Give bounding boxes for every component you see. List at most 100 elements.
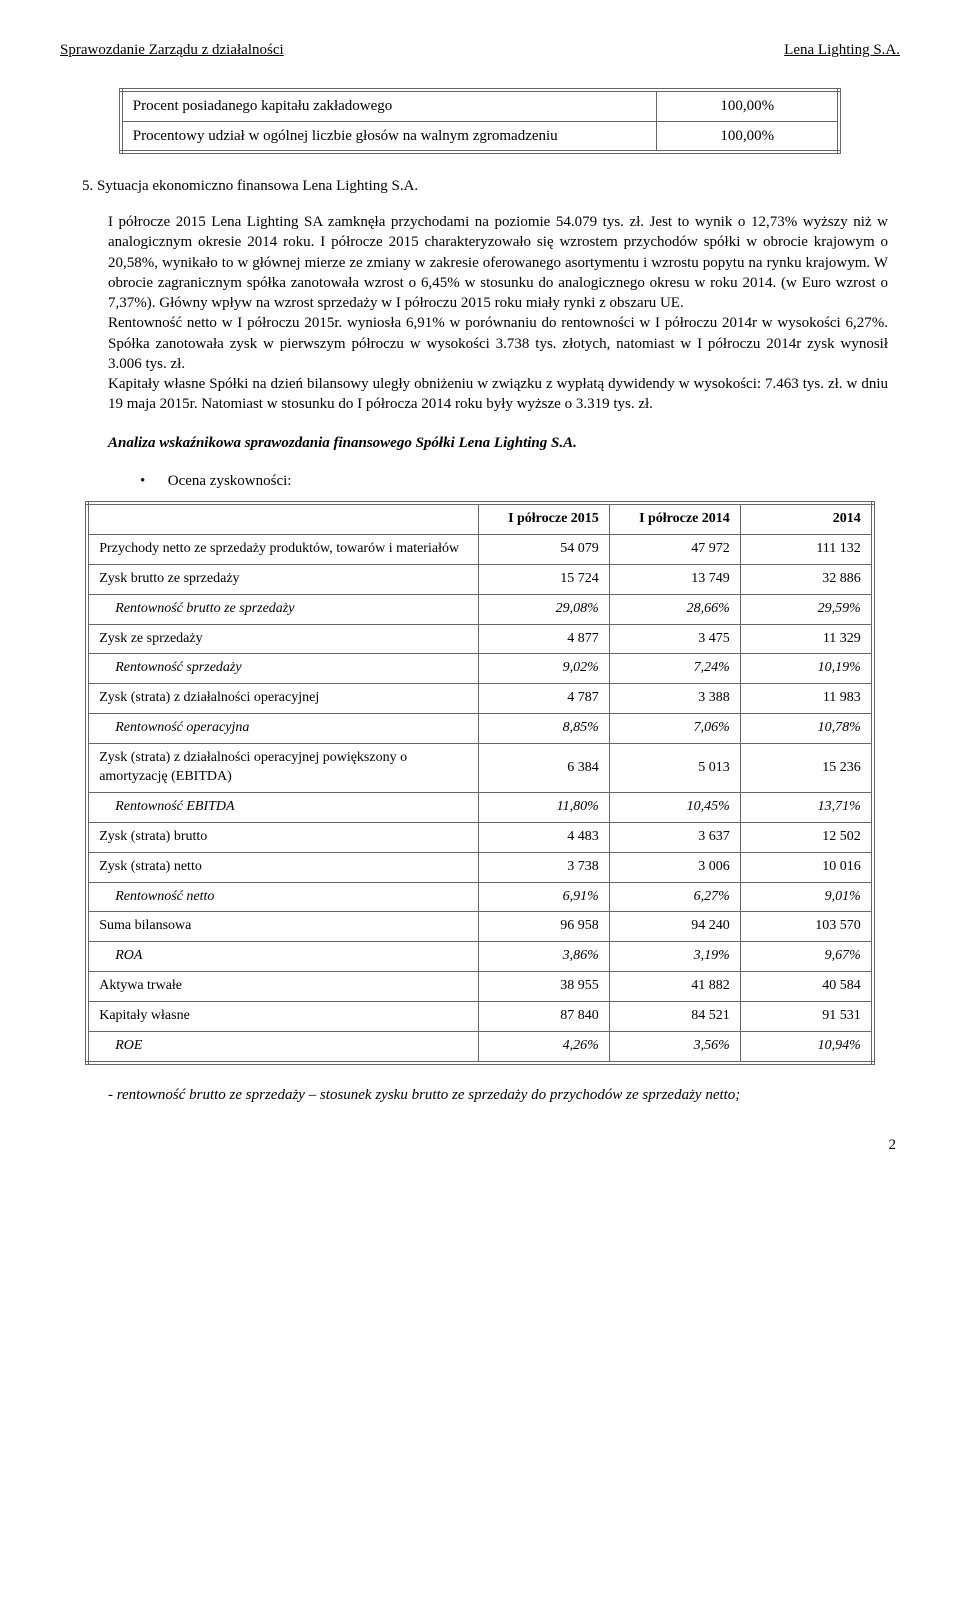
- ownership-label: Procent posiadanego kapitału zakładowego: [121, 90, 657, 121]
- section-5-title: 5. Sytuacja ekonomiczno finansowa Lena L…: [82, 176, 900, 196]
- row-value: 6,91%: [478, 882, 609, 912]
- row-value: 84 521: [609, 1002, 740, 1032]
- header-left: Sprawozdanie Zarządu z działalności: [60, 40, 284, 60]
- row-value: 47 972: [609, 534, 740, 564]
- table-row: Kapitały własne87 84084 52191 531: [87, 1002, 873, 1032]
- row-label: Zysk (strata) brutto: [87, 822, 478, 852]
- page-header: Sprawozdanie Zarządu z działalności Lena…: [60, 40, 900, 66]
- row-label: Kapitały własne: [87, 1002, 478, 1032]
- table-row: Zysk (strata) z działalności operacyjnej…: [87, 684, 873, 714]
- ownership-value: 100,00%: [657, 90, 840, 121]
- col-header: 2014: [740, 503, 873, 534]
- row-value: 9,01%: [740, 882, 873, 912]
- table-row: Rentowność EBITDA11,80%10,45%13,71%: [87, 792, 873, 822]
- row-value: 91 531: [740, 1002, 873, 1032]
- table-row: Procentowy udział w ogólnej liczbie głos…: [121, 121, 839, 152]
- col-header: I półrocze 2014: [609, 503, 740, 534]
- row-value: 3 738: [478, 852, 609, 882]
- row-value: 10,19%: [740, 654, 873, 684]
- row-value: 4 483: [478, 822, 609, 852]
- row-value: 3 637: [609, 822, 740, 852]
- table-row: Zysk (strata) z działalności operacyjnej…: [87, 744, 873, 793]
- ownership-value: 100,00%: [657, 121, 840, 152]
- table-header-row: I półrocze 2015 I półrocze 2014 2014: [87, 503, 873, 534]
- row-label: Rentowność EBITDA: [87, 792, 478, 822]
- table-row: Rentowność sprzedaży9,02%7,24%10,19%: [87, 654, 873, 684]
- row-value: 6,27%: [609, 882, 740, 912]
- row-value: 29,59%: [740, 594, 873, 624]
- row-value: 13,71%: [740, 792, 873, 822]
- row-value: 6 384: [478, 744, 609, 793]
- row-value: 11 983: [740, 684, 873, 714]
- table-row: ROA3,86%3,19%9,67%: [87, 942, 873, 972]
- row-value: 54 079: [478, 534, 609, 564]
- row-value: 10 016: [740, 852, 873, 882]
- table-row: ROE4,26%3,56%10,94%: [87, 1032, 873, 1063]
- row-label: Zysk (strata) netto: [87, 852, 478, 882]
- table-row: Rentowność operacyjna8,85%7,06%10,78%: [87, 714, 873, 744]
- row-value: 13 749: [609, 564, 740, 594]
- table-row: Przychody netto ze sprzedaży produktów, …: [87, 534, 873, 564]
- row-value: 10,45%: [609, 792, 740, 822]
- table-row: Zysk ze sprzedaży4 8773 47511 329: [87, 624, 873, 654]
- row-value: 12 502: [740, 822, 873, 852]
- row-value: 15 236: [740, 744, 873, 793]
- row-value: 3,86%: [478, 942, 609, 972]
- row-label: Zysk (strata) z działalności operacyjnej…: [87, 744, 478, 793]
- table-row: Zysk (strata) netto3 7383 00610 016: [87, 852, 873, 882]
- ownership-table: Procent posiadanego kapitału zakładowego…: [119, 88, 841, 154]
- table-row: Zysk (strata) brutto4 4833 63712 502: [87, 822, 873, 852]
- table-row: Suma bilansowa96 95894 240103 570: [87, 912, 873, 942]
- row-value: 3 475: [609, 624, 740, 654]
- section-5-body: I półrocze 2015 Lena Lighting SA zamknęł…: [108, 212, 888, 415]
- row-label: Suma bilansowa: [87, 912, 478, 942]
- bullet-profitability: • Ocena zyskowności:: [140, 471, 900, 491]
- table-row: Rentowność netto6,91%6,27%9,01%: [87, 882, 873, 912]
- row-label: Rentowność netto: [87, 882, 478, 912]
- row-value: 87 840: [478, 1002, 609, 1032]
- row-value: 103 570: [740, 912, 873, 942]
- row-value: 5 013: [609, 744, 740, 793]
- row-value: 7,06%: [609, 714, 740, 744]
- row-value: 94 240: [609, 912, 740, 942]
- row-value: 9,67%: [740, 942, 873, 972]
- row-value: 9,02%: [478, 654, 609, 684]
- row-value: 4 787: [478, 684, 609, 714]
- row-label: Zysk brutto ze sprzedaży: [87, 564, 478, 594]
- table-row: Zysk brutto ze sprzedaży15 72413 74932 8…: [87, 564, 873, 594]
- row-value: 38 955: [478, 972, 609, 1002]
- row-value: 41 882: [609, 972, 740, 1002]
- row-value: 29,08%: [478, 594, 609, 624]
- row-value: 3,19%: [609, 942, 740, 972]
- row-label: Zysk (strata) z działalności operacyjnej: [87, 684, 478, 714]
- bullet-icon: •: [140, 471, 164, 491]
- footnote: - rentowność brutto ze sprzedaży – stosu…: [108, 1085, 888, 1105]
- row-label: Zysk ze sprzedaży: [87, 624, 478, 654]
- row-value: 8,85%: [478, 714, 609, 744]
- row-value: 4 877: [478, 624, 609, 654]
- financial-table: I półrocze 2015 I półrocze 2014 2014 Prz…: [85, 501, 875, 1065]
- row-label: Przychody netto ze sprzedaży produktów, …: [87, 534, 478, 564]
- table-row: Rentowność brutto ze sprzedaży29,08%28,6…: [87, 594, 873, 624]
- row-label: Rentowność operacyjna: [87, 714, 478, 744]
- row-label: Rentowność sprzedaży: [87, 654, 478, 684]
- row-value: 11,80%: [478, 792, 609, 822]
- row-value: 28,66%: [609, 594, 740, 624]
- table-row: Aktywa trwałe38 95541 88240 584: [87, 972, 873, 1002]
- row-value: 96 958: [478, 912, 609, 942]
- col-header: I półrocze 2015: [478, 503, 609, 534]
- row-label: ROA: [87, 942, 478, 972]
- bullet-label: Ocena zyskowności:: [168, 473, 292, 489]
- row-value: 3 388: [609, 684, 740, 714]
- row-value: 32 886: [740, 564, 873, 594]
- row-label: Rentowność brutto ze sprzedaży: [87, 594, 478, 624]
- row-value: 7,24%: [609, 654, 740, 684]
- row-value: 15 724: [478, 564, 609, 594]
- row-value: 111 132: [740, 534, 873, 564]
- analysis-heading: Analiza wskaźnikowa sprawozdania finanso…: [108, 433, 900, 453]
- page-number: 2: [60, 1135, 896, 1155]
- row-value: 11 329: [740, 624, 873, 654]
- row-value: 10,78%: [740, 714, 873, 744]
- ownership-label: Procentowy udział w ogólnej liczbie głos…: [121, 121, 657, 152]
- row-label: Aktywa trwałe: [87, 972, 478, 1002]
